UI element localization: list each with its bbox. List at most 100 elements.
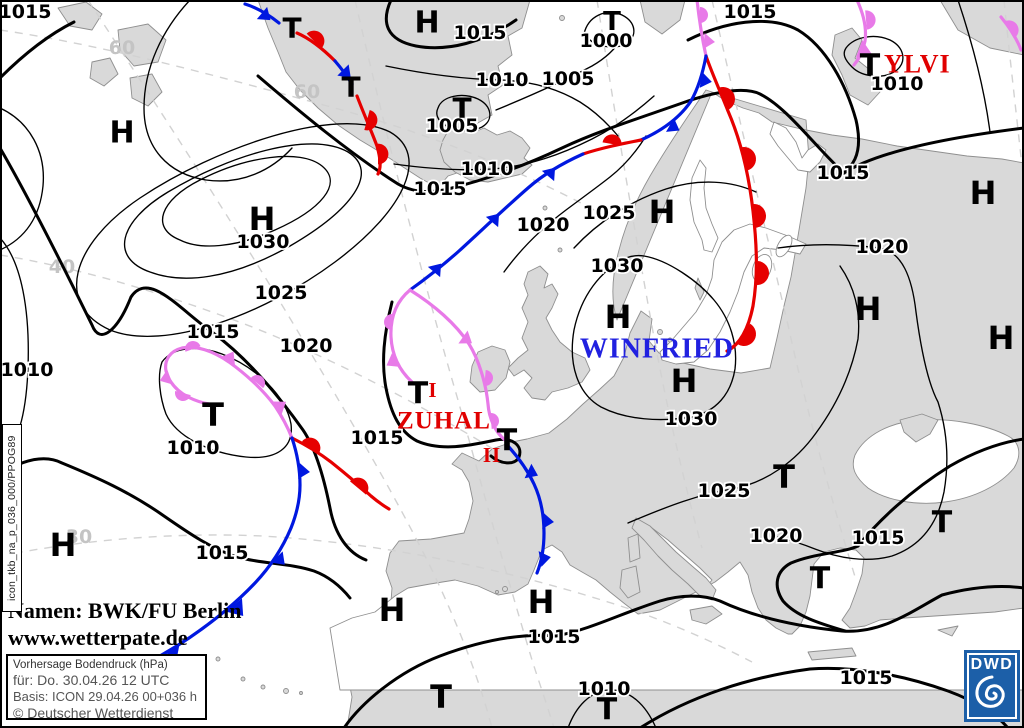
warm-pip-semicircle <box>302 437 321 455</box>
warm-pip-semicircle <box>490 413 499 429</box>
system-name-label: ZUHAL <box>397 408 491 435</box>
isobar-line <box>573 181 757 249</box>
pressure-value-label: 1010 <box>871 73 924 95</box>
land-danish-isle <box>667 337 673 343</box>
land-crete <box>807 647 857 661</box>
pressure-value-label: 1010 <box>476 69 529 91</box>
warm-pip-semicircle <box>175 390 191 401</box>
pressure-value-label: 1030 <box>665 408 718 430</box>
pressure-value-label: 1020 <box>750 525 803 547</box>
land-canary <box>260 684 266 690</box>
isobar-line <box>495 37 623 111</box>
occluded-front <box>999 15 1023 52</box>
isobar-labels-layer: 1015101510151000100510101005101010151010… <box>0 0 925 702</box>
isobar-line <box>384 0 518 50</box>
isobar-line <box>436 94 491 132</box>
cold-pip-triangle <box>272 401 287 415</box>
front-line <box>695 0 708 58</box>
warm-pip-semicircle <box>1004 20 1019 39</box>
isobar-line <box>856 437 1024 548</box>
sea-bothnia <box>689 159 719 253</box>
occluded-front <box>695 0 715 58</box>
low-pressure-marker: T <box>932 506 953 541</box>
pressure-value-label: 1015 <box>817 162 870 184</box>
front-line <box>355 94 382 176</box>
low-pressure-marker: T <box>282 12 301 45</box>
cold-pip-triangle <box>226 598 244 616</box>
land-sardinia <box>619 565 641 599</box>
land-canary <box>299 691 303 695</box>
high-pressure-marker: H <box>414 6 439 41</box>
info-copyright: © Deutscher Wetterdienst <box>13 705 174 721</box>
isobar-line <box>342 584 1024 728</box>
land-madeira <box>215 656 221 662</box>
isobar-line <box>75 123 410 338</box>
pressure-value-label: 1010 <box>461 158 514 180</box>
cold-pip-triangle <box>427 263 442 278</box>
pressure-value-label: 1015 <box>196 542 249 564</box>
occluded-front <box>408 288 507 442</box>
cold-front <box>639 54 712 142</box>
warm-pip-semicircle <box>350 477 369 495</box>
warm-front <box>581 134 643 156</box>
system-name-label: WINFRIED <box>580 334 734 365</box>
pressure-value-label: 1020 <box>280 335 333 357</box>
high-pressure-marker: H <box>50 526 77 564</box>
parallel-line <box>0 534 753 663</box>
cold-pip-triangle <box>666 118 680 132</box>
cold-pip-triangle <box>538 551 551 567</box>
land-shetland <box>557 247 563 253</box>
cold-pip-triangle <box>221 351 235 365</box>
land-novaya-zemlya <box>831 27 881 106</box>
isobar-line <box>503 135 647 273</box>
cold-pip-triangle <box>337 64 351 78</box>
cold-pip-triangle <box>256 6 271 21</box>
cold-pip-triangle <box>159 369 173 385</box>
warm-pip-semicircle <box>306 30 325 49</box>
system-name-label: YLVI <box>884 50 951 79</box>
high-pressure-marker: H <box>379 591 406 629</box>
land-iceland <box>439 125 533 183</box>
warm-pip-semicircle <box>378 143 389 165</box>
website-credit: www.wetterpate.de <box>8 625 188 650</box>
pressure-value-label: 1015 <box>414 178 467 200</box>
high-pressure-marker: H <box>970 174 997 212</box>
low-pressure-marker: T <box>341 71 360 104</box>
isobar-line <box>143 0 293 182</box>
cold-pip-triangle <box>542 513 554 529</box>
system-name-label: I <box>428 378 437 402</box>
dwd-logo: DWD <box>964 650 1020 722</box>
pressure-value-label: 1020 <box>517 214 570 236</box>
isobar-line <box>571 254 737 421</box>
land-svalbard <box>639 0 686 35</box>
cold-pip-triangle <box>699 72 712 88</box>
high-pressure-marker: H <box>249 200 276 238</box>
pressure-value-label: 1015 <box>351 427 404 449</box>
warm-pip-semicircle <box>484 370 493 386</box>
pressure-value-label: 1030 <box>237 231 290 253</box>
cold-front <box>127 436 310 674</box>
land-faroe <box>542 205 548 211</box>
warm-pip-semicircle <box>865 10 876 30</box>
fronts-layer <box>127 0 1023 674</box>
pressure-value-label: 1010 <box>578 678 631 700</box>
cold-front <box>506 444 554 575</box>
meridian-line <box>87 0 493 728</box>
pressure-value-label: 1025 <box>583 202 636 224</box>
isobar-line <box>777 243 948 560</box>
low-pressure-marker: T <box>497 424 518 459</box>
warm-pip-semicircle <box>185 341 201 352</box>
isobar-line <box>158 347 292 459</box>
meridian-line <box>596 0 703 549</box>
pressure-value-label: 1015 <box>724 1 777 23</box>
high-pressure-marker: H <box>109 116 134 151</box>
pressure-value-label: 1010 <box>167 437 220 459</box>
isobar-line <box>567 689 657 728</box>
warm-pip-semicircle <box>752 204 766 228</box>
low-pressure-marker: T <box>202 396 224 434</box>
names-credit: Namen: BWK/FU Berlin <box>8 598 242 623</box>
front-line <box>127 436 302 674</box>
pressure-value-label: 1030 <box>591 255 644 277</box>
cold-pip-triangle <box>855 39 872 59</box>
